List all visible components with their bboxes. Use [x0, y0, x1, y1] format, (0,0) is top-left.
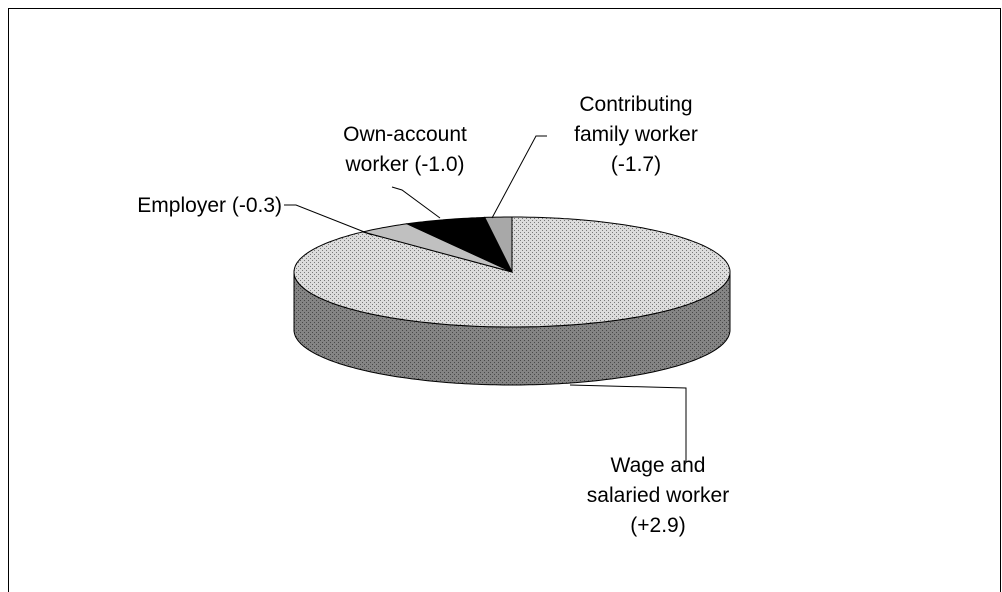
pie: [293, 216, 731, 386]
leader-lines: [284, 135, 687, 462]
leader-line: [569, 384, 687, 462]
leader-line: [284, 204, 373, 236]
leader-line: [391, 186, 441, 219]
slice: [405, 216, 514, 274]
slice-label: Contributing family worker (-1.7): [574, 93, 698, 176]
slice-label: Wage and salaried worker (+2.9): [586, 454, 730, 537]
slice-label: Employer (-0.3): [137, 194, 282, 217]
slice: [483, 216, 513, 273]
slice: [362, 223, 513, 273]
slice-side-texture: [294, 272, 730, 385]
slice-label: Own-account worker (-1.0): [343, 123, 467, 176]
chart-frame: [8, 8, 1001, 592]
leader-line: [491, 135, 547, 219]
